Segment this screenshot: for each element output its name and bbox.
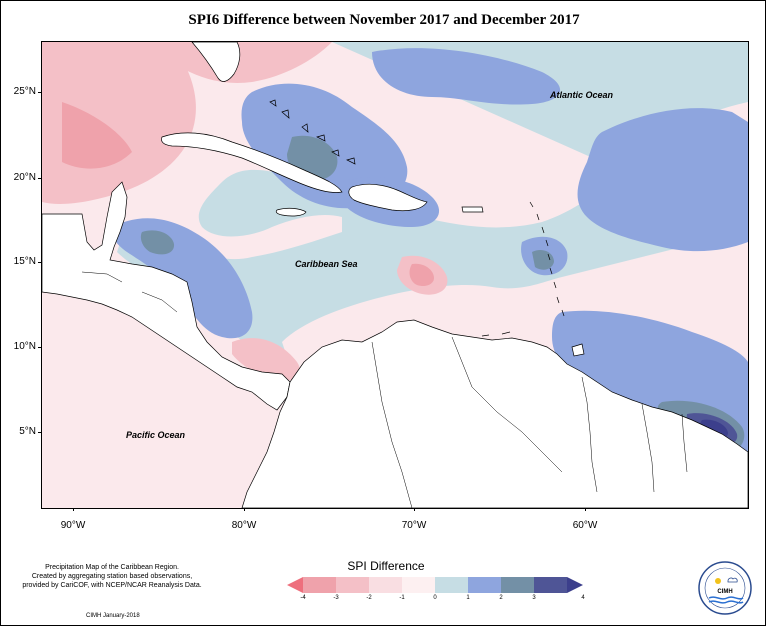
lon-tick [244, 508, 245, 511]
note-line-1: Precipitation Map of the Caribbean Regio… [45, 564, 179, 571]
legend-tick: 1 [466, 595, 470, 601]
contour-neg3-carib-center [409, 263, 434, 287]
land-jamaica [275, 207, 307, 217]
legend-title: SPI Difference [347, 559, 425, 573]
country-borders [81, 271, 688, 508]
land-south-america [241, 319, 748, 508]
legend-tick: 0 [433, 595, 437, 601]
legend-swatch-pos2 [501, 577, 534, 593]
land-florida [191, 42, 241, 82]
legend-swatch-pos3 [534, 577, 567, 593]
logo-text: CIMH [717, 589, 732, 595]
lon-tick [73, 508, 74, 511]
contour-neg2-gulf-core [62, 102, 132, 169]
lat-tick [38, 92, 41, 93]
lat-label-5n: 5°N [19, 426, 36, 437]
lon-tick [414, 508, 415, 511]
legend-tick: 2 [499, 595, 503, 601]
legend-swatch-pos4 [567, 577, 583, 593]
label-caribbean-sea: Caribbean Sea [295, 259, 358, 269]
legend-colorbar [287, 577, 583, 593]
lon-label-80w: 80°W [231, 520, 257, 531]
lat-label-10n: 10°N [13, 341, 36, 352]
legend-swatch-zero [402, 577, 435, 593]
map-title: SPI6 Difference between November 2017 an… [188, 12, 580, 28]
legend-swatch-neg1 [369, 577, 402, 593]
label-pacific-ocean: Pacific Ocean [126, 430, 186, 440]
contour-pos0-north [117, 42, 748, 372]
lat-tick [38, 432, 41, 433]
lat-label-25n: 25°N [13, 86, 36, 97]
lon-tick [585, 508, 586, 511]
lat-label-20n: 20°N [13, 172, 36, 183]
legend-swatch-neg3 [303, 577, 336, 593]
small-islands [269, 99, 565, 337]
contour-neg2-panama [232, 338, 300, 381]
legend-swatch-pos1 [468, 577, 501, 593]
land-puerto-rico [461, 206, 484, 213]
map-notes: Precipitation Map of the Caribbean Regio… [12, 563, 212, 590]
legend-swatch-neg2 [336, 577, 369, 593]
lat-tick [38, 178, 41, 179]
spi-difference-map [42, 42, 748, 508]
contour-pos2-honduras [140, 230, 175, 255]
lon-label-60w: 60°W [572, 520, 598, 531]
legend-tick: -4 [300, 595, 306, 601]
note-line-3: provided by CariCOF, with NCEP/NCAR Rean… [22, 582, 202, 589]
cimh-logo: CIMH [698, 561, 752, 615]
legend-tick: 3 [532, 595, 536, 601]
land-cuba [161, 132, 343, 193]
credit-text: CIMH January-2018 [86, 613, 140, 619]
legend-tick: 4 [581, 595, 585, 601]
contour-pos1-atlantic-east [577, 108, 748, 252]
wave-icon [708, 596, 744, 600]
lat-label-15n: 15°N [13, 256, 36, 267]
label-atlantic-ocean: Atlantic Ocean [550, 90, 614, 100]
legend-tick: -1 [399, 595, 405, 601]
lon-label-90w: 90°W [60, 520, 86, 531]
land-hispaniola [348, 183, 428, 212]
lat-tick [38, 262, 41, 263]
lat-tick [38, 347, 41, 348]
lon-label-70w: 70°W [401, 520, 427, 531]
sun-icon [715, 578, 721, 584]
legend-swatch-pos0 [435, 577, 468, 593]
cloud-icon [727, 577, 738, 583]
map-panel: Atlantic Ocean Caribbean Sea Pacific Oce… [41, 41, 749, 509]
legend-swatch-neg4 [287, 577, 303, 593]
contour-pos1-atlantic-north [372, 48, 561, 105]
land-trinidad [571, 343, 585, 357]
land-central-america [42, 181, 291, 411]
legend-tick: -3 [333, 595, 339, 601]
legend-tick: -2 [366, 595, 372, 601]
note-line-2: Created by aggregating station based obs… [31, 573, 193, 580]
